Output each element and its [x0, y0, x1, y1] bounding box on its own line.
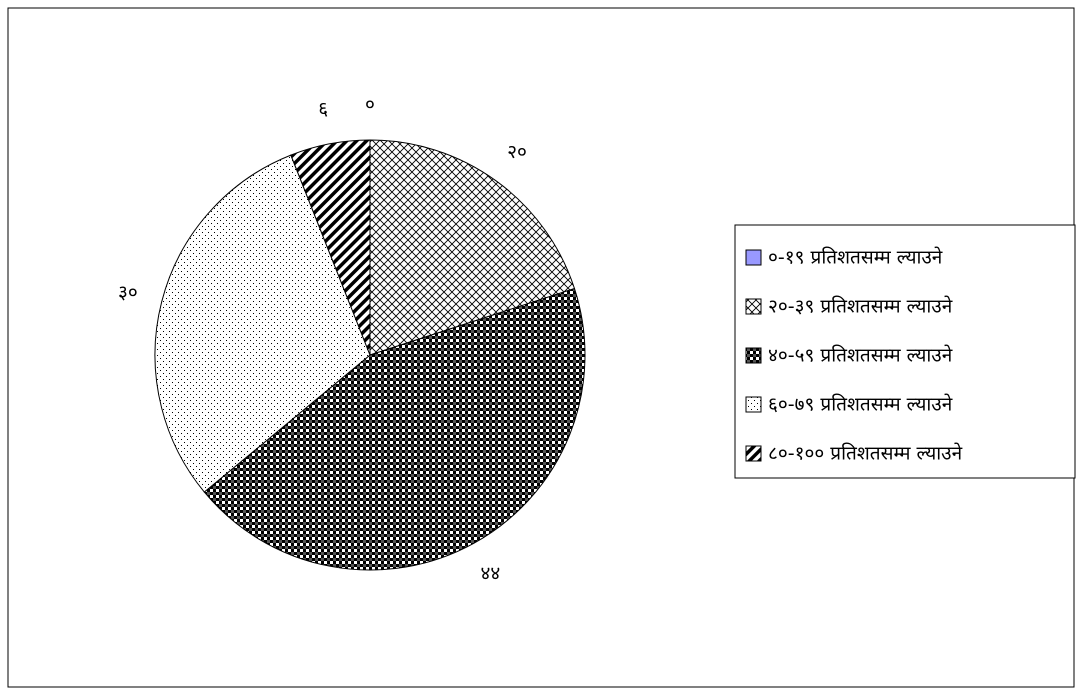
- legend-label: ४०-५९ प्रतिशतसम्म ल्याउने: [768, 344, 953, 367]
- data-label: ४४: [481, 563, 501, 585]
- legend-swatch: [745, 396, 762, 413]
- legend-label: ८०-१०० प्रतिशतसम्म ल्याउने: [768, 442, 963, 465]
- legend-swatch: [745, 347, 762, 364]
- pie-slice: [369, 139, 576, 356]
- legend-box: [734, 224, 1076, 479]
- legend-swatch: [745, 445, 762, 462]
- legend-swatch: [745, 249, 762, 266]
- legend-label: २०-३९ प्रतिशतसम्म ल्याउने: [768, 295, 953, 318]
- pie-slice: [154, 154, 371, 493]
- data-label: ०: [365, 94, 375, 116]
- legend-label: ६०-७९ प्रतिशतसम्म ल्याउने: [768, 393, 953, 416]
- legend-swatch: [745, 298, 762, 315]
- pie-slice: [203, 287, 586, 571]
- legend-label: ०-१९ प्रतिशतसम्म ल्याउने: [768, 246, 943, 269]
- data-label: २०: [507, 141, 527, 163]
- pie-slice: [290, 139, 371, 356]
- data-label: ३०: [118, 281, 138, 303]
- data-label: ६: [318, 98, 328, 120]
